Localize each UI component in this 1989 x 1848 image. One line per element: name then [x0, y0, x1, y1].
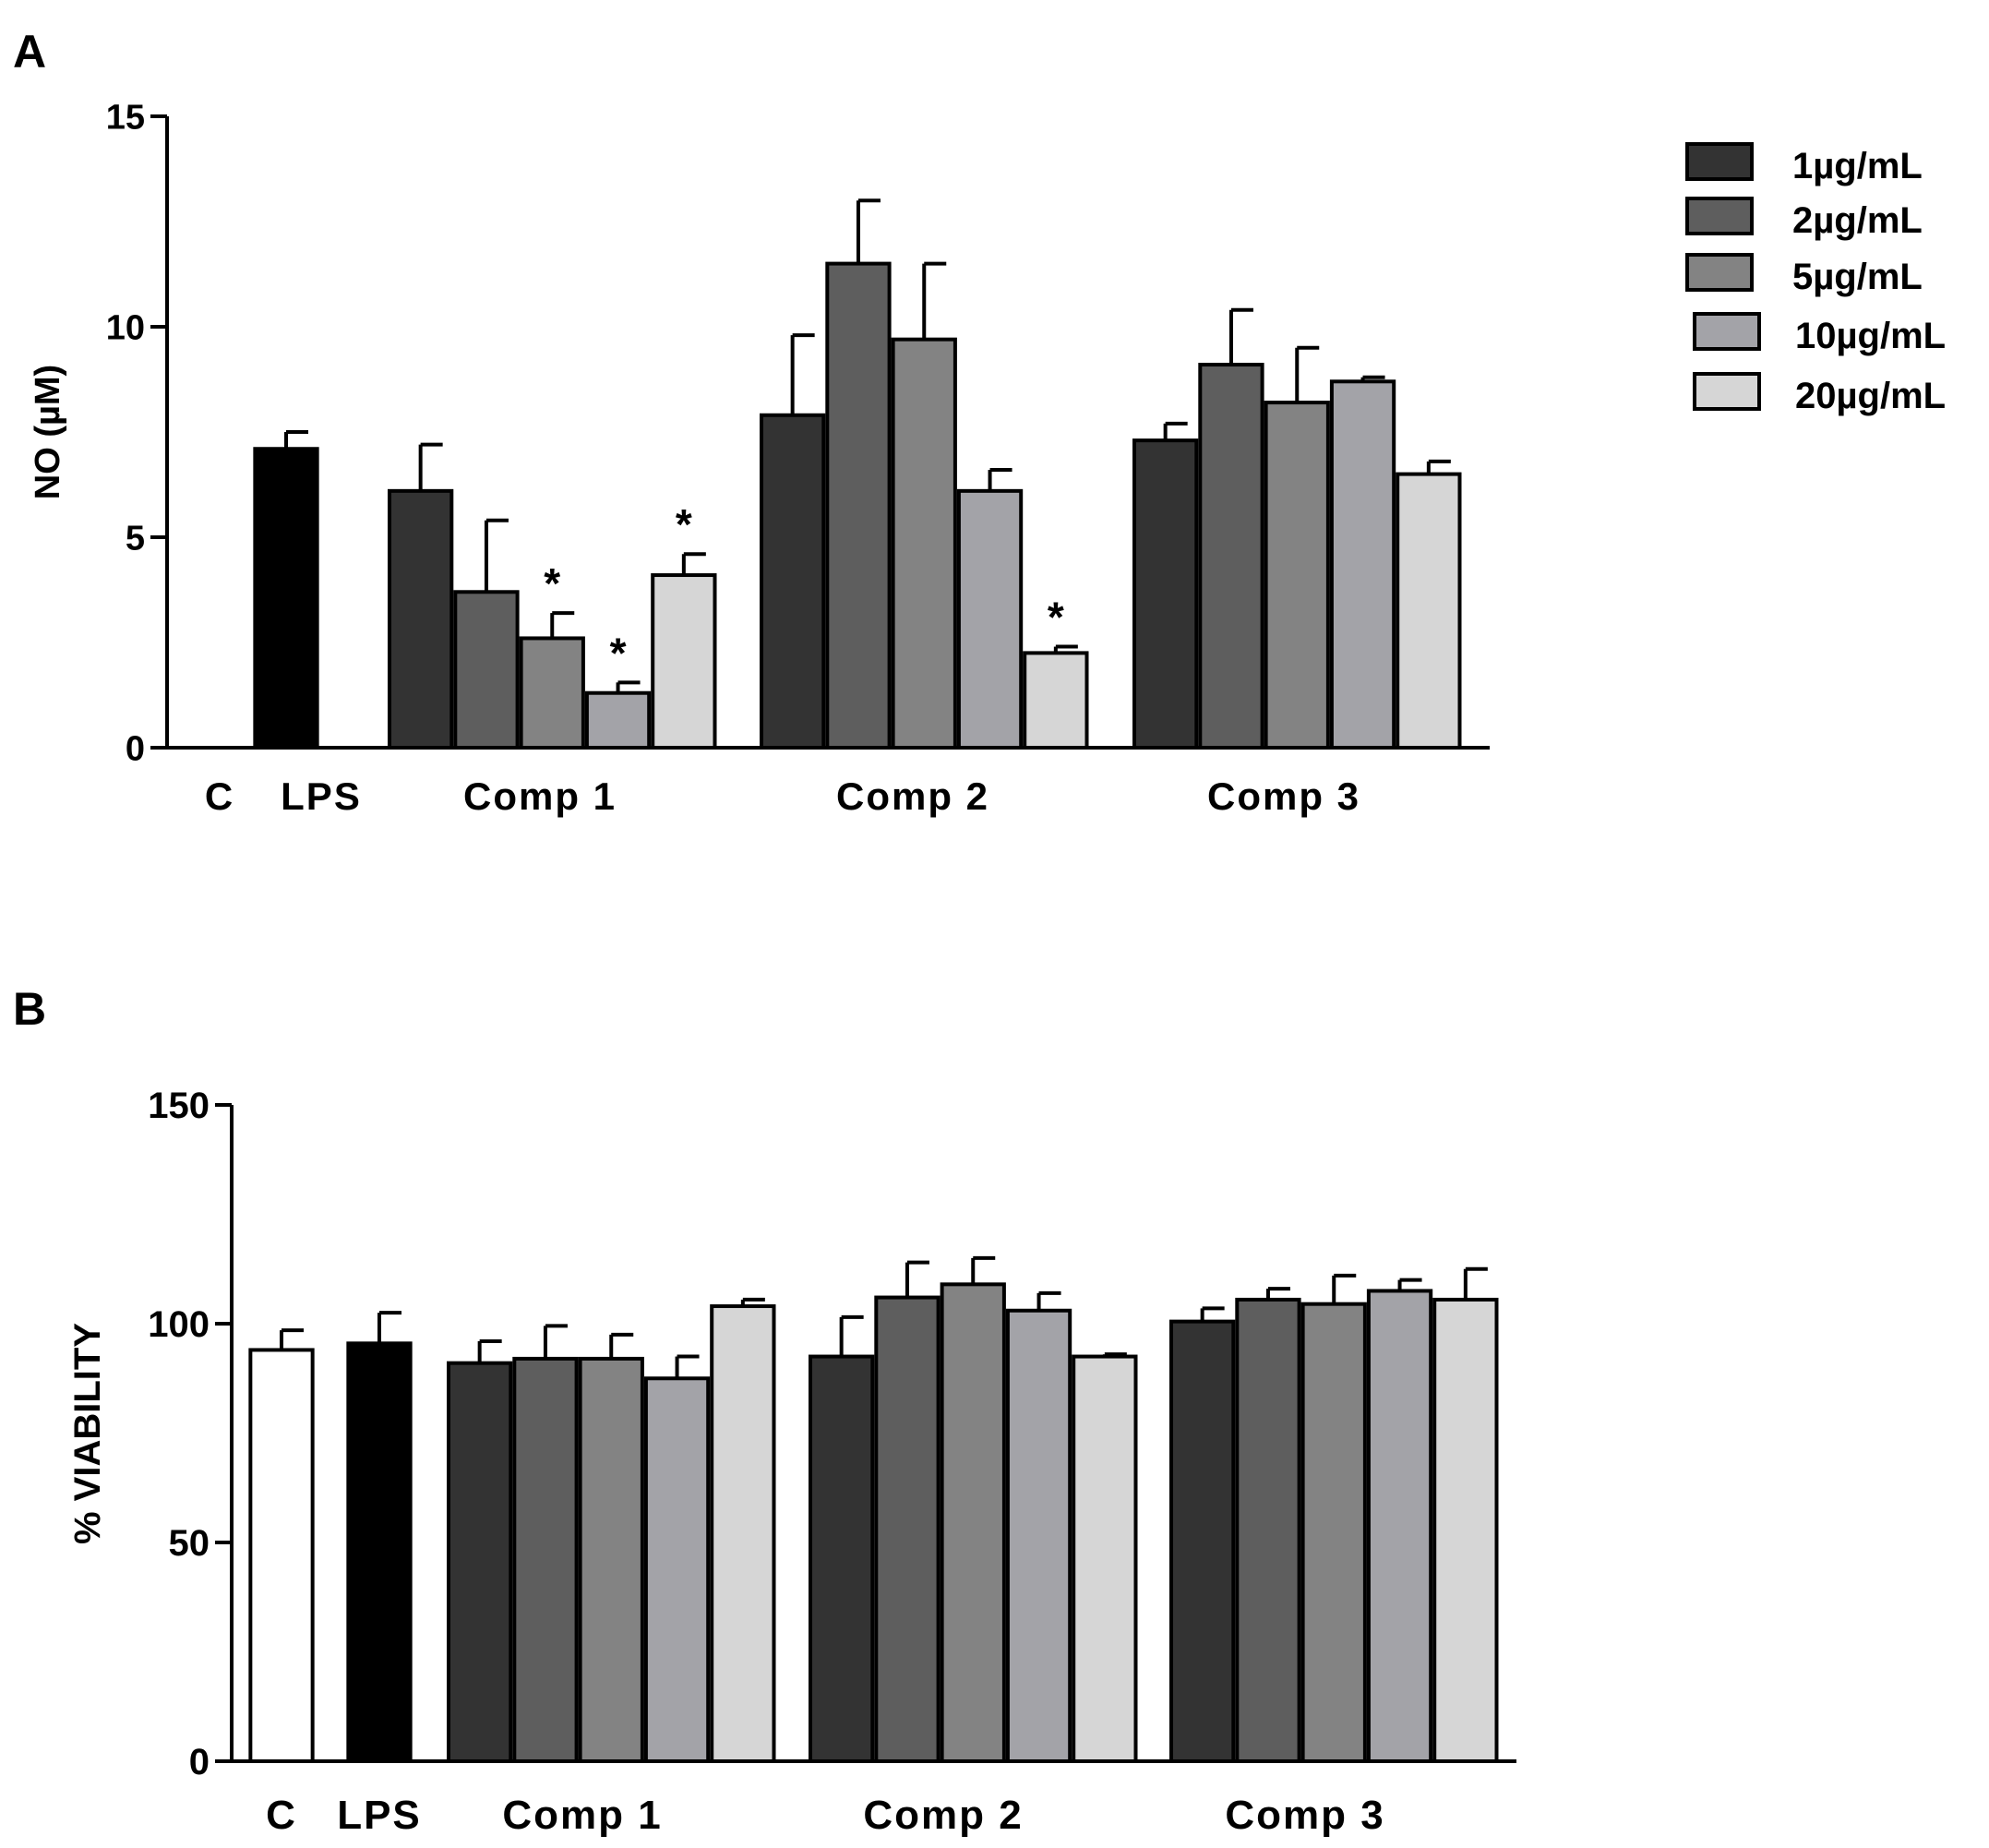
- panel-a-bar-comp1-dose5: [651, 573, 717, 750]
- panel-b-category-label: Comp 3: [1225, 1793, 1384, 1838]
- panel-b-bar-comp2-dose3: [940, 1282, 1006, 1763]
- panel-a-bar-comp3-dose3: [1264, 401, 1330, 750]
- panel-a-bar-lps: [253, 447, 319, 750]
- panel-a-bar-comp1-dose5-significance-marker: *: [676, 500, 692, 548]
- panel-b-letter: B: [13, 983, 46, 1035]
- panel-b-bar-comp3-dose4: [1366, 1289, 1433, 1763]
- panel-a-bar-comp2-dose3: [891, 337, 957, 750]
- panel-a-bar-comp1-dose1: [388, 488, 454, 750]
- panel-a-bar-comp3-dose1: [1132, 438, 1199, 750]
- panel-b-category-label: LPS: [337, 1793, 422, 1838]
- panel-a-y-tick-label: 10: [106, 308, 145, 347]
- panel-b-y-tick-label: 100: [148, 1304, 210, 1345]
- panel-b-bar-comp2-dose2: [874, 1295, 941, 1764]
- panel-b-bar-comp2-dose5: [1072, 1354, 1138, 1764]
- panel-a-bar-comp3-dose5: [1396, 472, 1462, 750]
- panel-b-bar-comp1-dose2: [512, 1356, 579, 1764]
- panel-b-bar-comp3-dose2: [1235, 1297, 1301, 1764]
- legend: 1µg/mL 2µg/mL 5µg/mL 10µg/mL 20µg/mL: [1685, 142, 1946, 416]
- panel-b-bar-c: [248, 1348, 315, 1763]
- panel-b-bar-comp3-dose5: [1432, 1297, 1499, 1764]
- legend-swatch: [1685, 253, 1754, 292]
- panel-a-bar-comp1-dose3: [519, 636, 585, 750]
- legend-label: 2µg/mL: [1792, 200, 1923, 241]
- panel-b-bar-comp3-dose1: [1169, 1319, 1236, 1763]
- panel-b-y-tick-label: 0: [189, 1742, 210, 1782]
- panel-b-y-tick-label: 50: [169, 1523, 210, 1564]
- panel-b-bar-comp1-dose4: [643, 1376, 711, 1763]
- panel-a-category-label: Comp 2: [836, 774, 989, 818]
- panel-a-category-label: Comp 3: [1207, 774, 1360, 818]
- panel-b-y-axis-label: % VIABILITY: [67, 1323, 108, 1544]
- panel-b-category-label: Comp 1: [502, 1793, 662, 1838]
- panel-a-y-tick-label: 5: [126, 519, 145, 558]
- panel-b-bar-comp2-dose1: [809, 1354, 875, 1764]
- legend-swatch: [1685, 142, 1754, 181]
- panel-a-chart: A NO (µM) * * * * 0 5 10 15 C LPS Comp 1 Comp 2 Comp…: [13, 26, 1490, 818]
- panel-b-category-label: C: [266, 1793, 297, 1838]
- panel-b-y-tick-label: 150: [148, 1086, 210, 1126]
- panel-b-bar-comp1-dose1: [447, 1361, 513, 1764]
- panel-a-bar-comp3-dose4: [1329, 379, 1396, 750]
- panel-a-category-label: LPS: [281, 774, 362, 818]
- panel-a-bar-comp1-dose3-significance-marker: *: [544, 559, 560, 607]
- panel-a-letter: A: [13, 26, 46, 78]
- legend-label: 20µg/mL: [1795, 376, 1946, 416]
- panel-a-bar-comp2-dose4: [956, 488, 1024, 750]
- panel-b-bar-comp1-dose3: [578, 1356, 644, 1764]
- legend-swatch: [1693, 372, 1761, 411]
- panel-b-category-label: Comp 2: [863, 1793, 1023, 1838]
- panel-a-y-tick-label: 15: [106, 98, 145, 137]
- panel-a-bar-comp1-dose2: [453, 590, 520, 750]
- legend-swatch: [1693, 312, 1761, 351]
- panel-a-bar-comp1-dose4: [584, 690, 652, 750]
- panel-a-bar-comp2-dose5-significance-marker: *: [1048, 594, 1064, 642]
- panel-a-bar-comp2-dose2: [825, 261, 892, 750]
- panel-a-category-label: Comp 1: [463, 774, 617, 818]
- panel-a-y-tick-label: 0: [126, 729, 145, 768]
- panel-b-bar-comp2-dose4: [1005, 1308, 1072, 1764]
- panel-b-chart: B % VIABILITY 0 50 100 150 C LPS Comp 1 Comp 2 C…: [13, 983, 1516, 1838]
- legend-label: 10µg/mL: [1795, 316, 1946, 356]
- panel-a-category-label: C: [205, 774, 234, 818]
- legend-swatch: [1685, 197, 1754, 235]
- panel-b-bar-comp1-dose5: [710, 1304, 776, 1764]
- panel-b-bar-comp3-dose3: [1300, 1302, 1367, 1764]
- panel-a-y-axis-label: NO (µM): [29, 365, 67, 499]
- legend-label: 5µg/mL: [1792, 257, 1923, 297]
- panel-b-bar-lps: [346, 1341, 413, 1763]
- panel-a-bar-comp2-dose1: [760, 413, 826, 750]
- panel-a-bar-comp1-dose4-significance-marker: *: [610, 629, 627, 677]
- panel-a-bar-comp3-dose2: [1198, 363, 1264, 750]
- legend-label: 1µg/mL: [1792, 146, 1923, 186]
- panel-a-bar-comp2-dose5: [1023, 651, 1089, 750]
